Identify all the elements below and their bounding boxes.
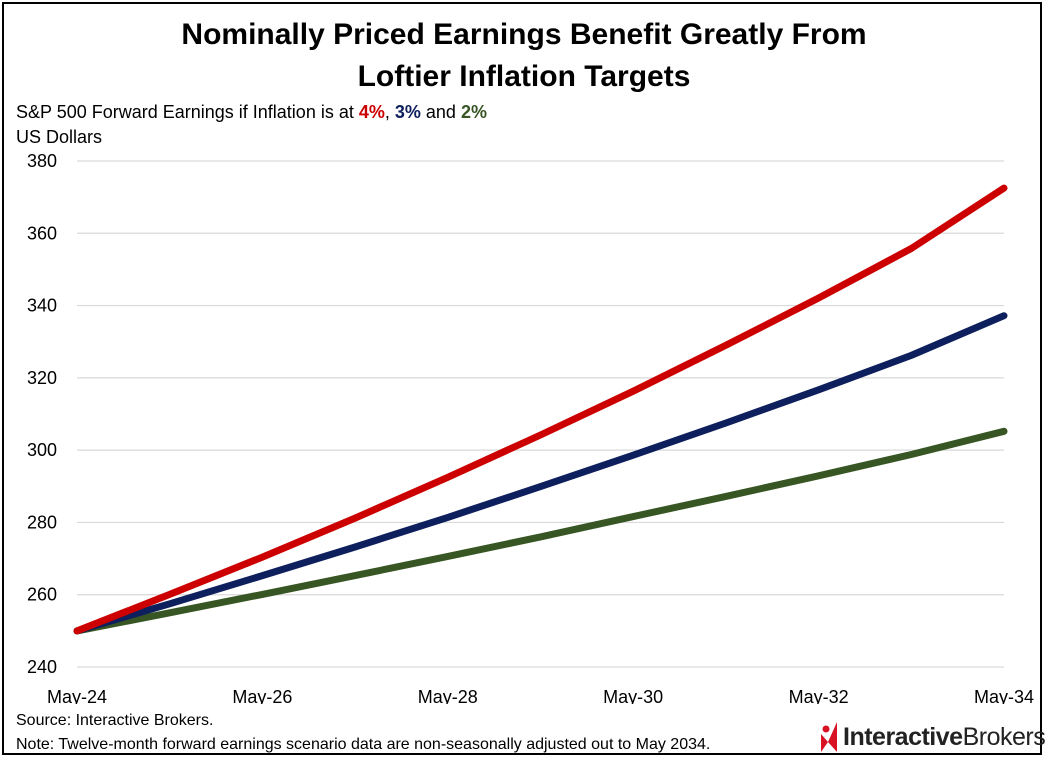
title-line-2: Loftier Inflation Targets [357, 60, 691, 93]
x-tick-label-May-30: May-30 [603, 687, 663, 704]
title-line-1: Nominally Priced Earnings Benefit Greatl… [181, 18, 867, 51]
series-line-3pct [73, 312, 1008, 635]
subtitle-series-4: 4% [358, 102, 385, 122]
units-label: US Dollars [16, 127, 103, 147]
source-text: Source: Interactive Brokers. [16, 712, 214, 729]
y-tick-label-280: 280 [27, 512, 57, 532]
x-tick-label-May-34: May-34 [974, 687, 1034, 704]
series-line-2pct [73, 427, 1008, 635]
line-chart: 240 260 280 300 320 340 360 380 May-24 May-26 May-… [27, 151, 1034, 704]
x-tick-label-May-26: May-26 [232, 687, 292, 704]
logo-mark-icon [821, 722, 837, 752]
note-text: Note: Twelve-month forward earnings scen… [16, 736, 711, 753]
y-tick-label-380: 380 [27, 151, 57, 171]
y-tick-label-360: 360 [27, 223, 57, 243]
y-tick-label-300: 300 [27, 440, 57, 460]
chart-subtitle: S&P 500 Forward Earnings if Inflation is… [16, 100, 487, 124]
subtitle-series-3: 3% [394, 102, 421, 122]
y-tick-label-320: 320 [27, 368, 57, 388]
y-tick-label-240: 240 [27, 657, 57, 677]
x-tick-label-May-24: May-24 [47, 687, 107, 704]
brand-logo: InteractiveBrokers [819, 720, 1046, 754]
logo-text-bold: Interactive [843, 722, 963, 751]
subtitle-prefix: S&P 500 Forward Earnings if Inflation is… [16, 102, 359, 122]
series-line-4pct [73, 184, 1008, 635]
logo-text-regular: Brokers [962, 722, 1046, 751]
x-tick-label-May-32: May-32 [789, 687, 849, 704]
subtitle-sep-1: , [384, 102, 395, 122]
subtitle-series-2: 2% [460, 102, 487, 122]
x-tick-label-May-28: May-28 [418, 687, 478, 704]
y-tick-label-260: 260 [27, 585, 57, 605]
chart-title: Nominally Priced Earnings Benefit Greatl… [4, 14, 1044, 98]
y-tick-label-340: 340 [27, 296, 57, 316]
subtitle-sep-2: and [420, 102, 461, 122]
